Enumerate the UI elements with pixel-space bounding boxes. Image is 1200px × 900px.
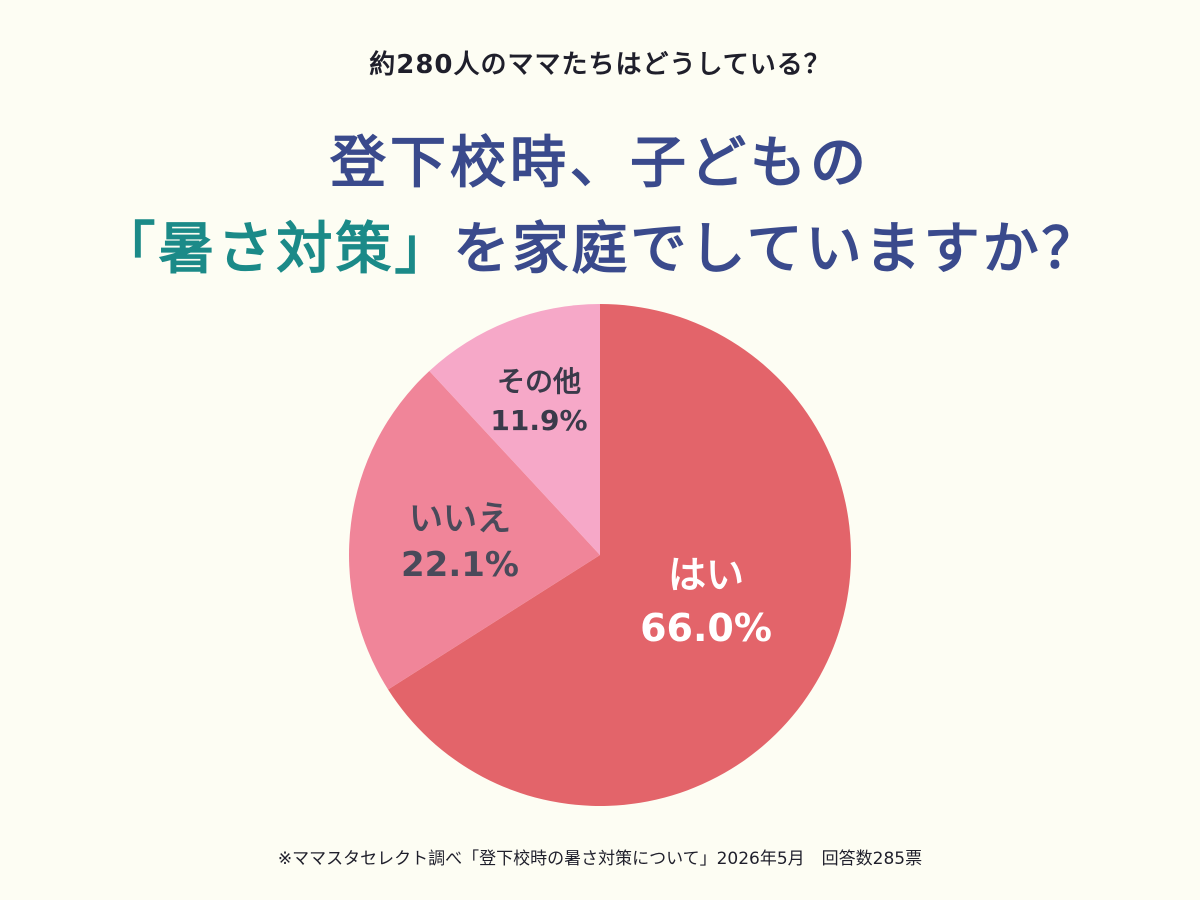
pie-slice-1 — [388, 304, 851, 807]
source-footnote: ※ママスタセレクト調べ「登下校時の暑さ対策について」2026年5月 回答数285… — [277, 849, 923, 869]
slice-value-label-2: 22.1% — [401, 545, 519, 585]
chart-title-line1: 登下校時、子どもの — [330, 131, 870, 196]
slice-label-3: その他 — [497, 365, 581, 398]
slice-value-label-3: 11.9% — [490, 404, 587, 437]
slice-value-label-1: 66.0% — [640, 606, 772, 650]
chart-title-line2: 「暑さ対策」を家庭でしていますか？ — [0, 204, 1200, 285]
chart-title-rest: を家庭でしていますか？ — [453, 217, 1101, 282]
chart-title-highlight: 「暑さ対策」 — [99, 217, 454, 282]
chart-subtitle: 約280人のママたちはどうしている？ — [369, 50, 831, 80]
pie-slice-3 — [429, 304, 600, 555]
slice-label-1: はい — [668, 553, 744, 597]
slice-label-2: いいえ — [409, 499, 511, 539]
pie-slice-2 — [348, 370, 600, 690]
